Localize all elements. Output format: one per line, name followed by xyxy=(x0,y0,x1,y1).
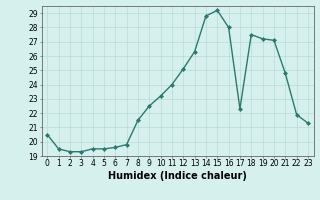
X-axis label: Humidex (Indice chaleur): Humidex (Indice chaleur) xyxy=(108,171,247,181)
